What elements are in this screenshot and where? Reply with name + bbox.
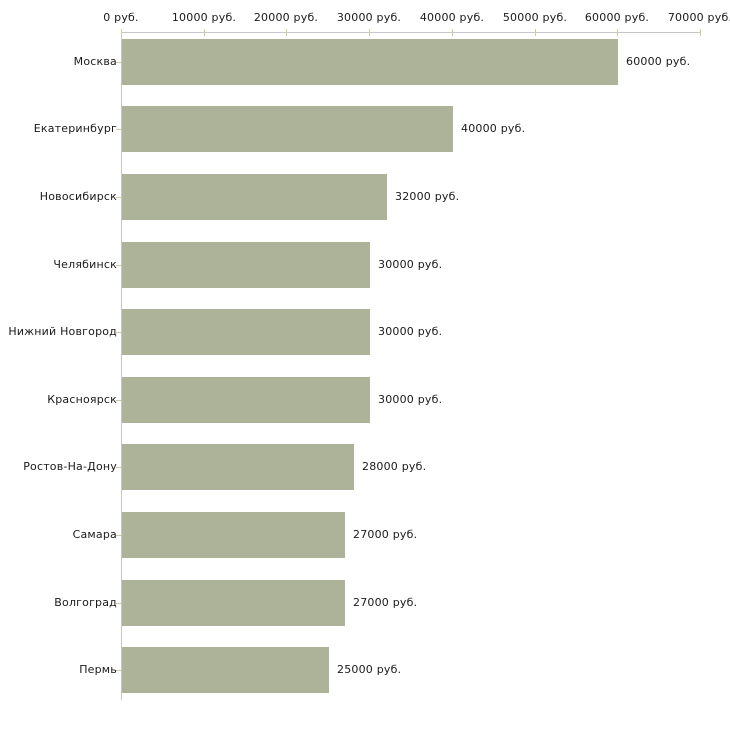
category-tick: [116, 129, 121, 130]
x-axis-tick: [204, 29, 205, 36]
value-label: 28000 руб.: [362, 460, 427, 473]
bar: [122, 647, 329, 693]
x-axis-tick: [700, 29, 701, 36]
category-tick: [116, 535, 121, 536]
bar: [122, 377, 370, 423]
x-axis-tick: [452, 29, 453, 36]
bar: [122, 309, 370, 355]
category-tick: [116, 670, 121, 671]
bar: [122, 444, 354, 490]
y-axis-line: [121, 32, 122, 700]
category-label: Москва: [73, 55, 117, 68]
x-axis-tick: [617, 29, 618, 36]
value-label: 30000 руб.: [378, 258, 443, 271]
bar: [122, 242, 370, 288]
value-label: 27000 руб.: [353, 528, 418, 541]
value-label: 30000 руб.: [378, 325, 443, 338]
value-label: 32000 руб.: [395, 190, 460, 203]
category-label: Новосибирск: [39, 190, 117, 203]
category-label: Волгоград: [54, 596, 117, 609]
category-label: Пермь: [79, 663, 117, 676]
x-axis-tick-label: 30000 руб.: [336, 11, 402, 24]
category-label: Красноярск: [47, 393, 117, 406]
bar: [122, 39, 618, 85]
category-tick: [116, 332, 121, 333]
x-axis-tick-label: 40000 руб.: [419, 11, 485, 24]
bar: [122, 174, 387, 220]
category-label: Самара: [72, 528, 117, 541]
x-axis-tick: [121, 29, 122, 36]
category-tick: [116, 400, 121, 401]
bar: [122, 512, 345, 558]
x-axis-tick: [286, 29, 287, 36]
category-tick: [116, 265, 121, 266]
x-axis-tick-label: 60000 руб.: [584, 11, 650, 24]
category-tick: [116, 603, 121, 604]
value-label: 27000 руб.: [353, 596, 418, 609]
x-axis-tick-label: 50000 руб.: [502, 11, 568, 24]
x-axis-tick-label: 20000 руб.: [253, 11, 319, 24]
category-label: Екатеринбург: [33, 122, 117, 135]
category-label: Челябинск: [53, 258, 117, 271]
x-axis-tick-label: 70000 руб.: [667, 11, 730, 24]
x-axis-tick-label: 0 руб.: [103, 11, 139, 24]
value-label: 60000 руб.: [626, 55, 691, 68]
category-label: Нижний Новгород: [8, 325, 117, 338]
category-tick: [116, 467, 121, 468]
value-label: 30000 руб.: [378, 393, 443, 406]
x-axis-line: [121, 32, 701, 33]
bar: [122, 580, 345, 626]
category-tick: [116, 197, 121, 198]
category-tick: [116, 62, 121, 63]
x-axis-tick-label: 10000 руб.: [171, 11, 237, 24]
bar: [122, 106, 453, 152]
value-label: 25000 руб.: [337, 663, 402, 676]
value-label: 40000 руб.: [461, 122, 526, 135]
x-axis-tick: [535, 29, 536, 36]
category-label: Ростов-На-Дону: [23, 460, 117, 473]
x-axis-tick: [369, 29, 370, 36]
